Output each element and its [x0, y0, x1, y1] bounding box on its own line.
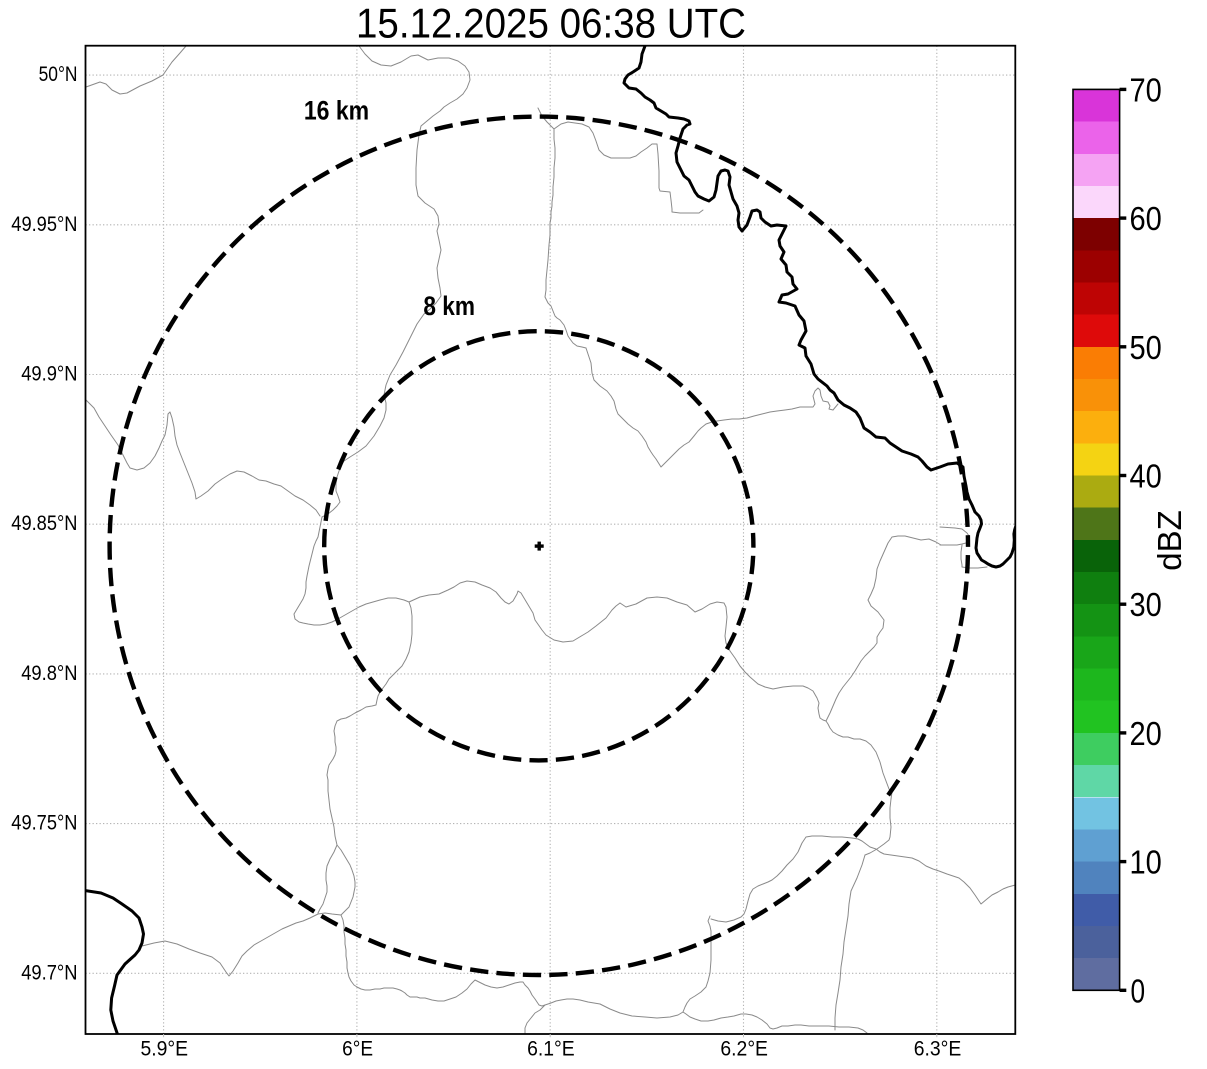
svg-text:40: 40 [1130, 458, 1162, 495]
svg-text:49.75°N: 49.75°N [11, 812, 77, 835]
svg-text:49.95°N: 49.95°N [11, 213, 77, 236]
svg-text:dBZ: dBZ [1151, 510, 1188, 571]
svg-text:49.85°N: 49.85°N [11, 512, 77, 535]
svg-text:6.3°E: 6.3°E [914, 1037, 962, 1060]
svg-text:15.12.2025 06:38 UTC: 15.12.2025 06:38 UTC [356, 0, 746, 47]
svg-text:5.9°E: 5.9°E [141, 1037, 189, 1060]
svg-text:10: 10 [1130, 844, 1162, 881]
svg-text:50°N: 50°N [39, 63, 78, 86]
svg-text:6.1°E: 6.1°E [527, 1037, 575, 1060]
svg-text:50: 50 [1130, 329, 1162, 366]
svg-text:8 km: 8 km [423, 291, 475, 321]
svg-text:0: 0 [1131, 972, 1146, 1009]
svg-text:49.7°N: 49.7°N [21, 961, 77, 984]
svg-text:49.9°N: 49.9°N [21, 363, 77, 386]
svg-text:49.8°N: 49.8°N [21, 662, 77, 685]
svg-text:30: 30 [1130, 586, 1162, 623]
svg-text:6°E: 6°E [342, 1037, 373, 1060]
svg-text:16 km: 16 km [304, 95, 369, 125]
svg-text:60: 60 [1130, 200, 1162, 237]
svg-text:6.2°E: 6.2°E [720, 1037, 768, 1060]
svg-text:20: 20 [1130, 715, 1162, 752]
svg-text:70: 70 [1130, 71, 1162, 108]
